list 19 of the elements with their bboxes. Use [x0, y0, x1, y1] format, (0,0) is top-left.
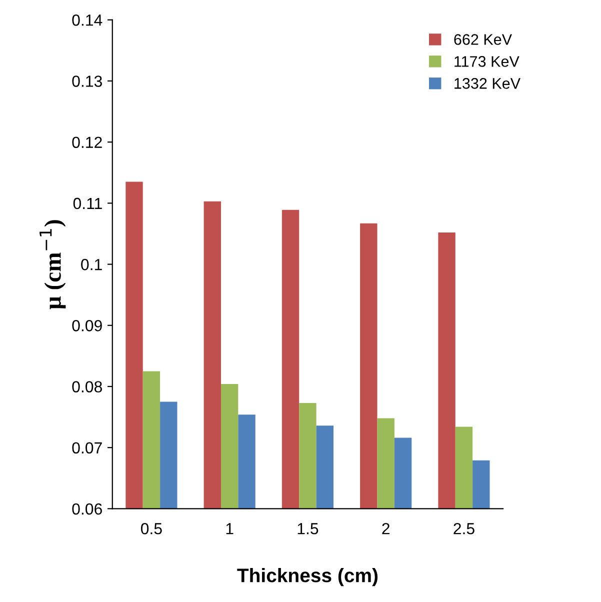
y-tick-label: 0.08 [72, 381, 102, 392]
x-axis-title: Thickness (cm) [237, 568, 378, 586]
x-tick-label: 1 [226, 523, 234, 534]
x-tick-label: 1.5 [298, 523, 318, 534]
legend-label: 1332 KeV [454, 78, 520, 89]
y-tick-label: 0.14 [72, 14, 102, 26]
y-tick-label: 0.09 [72, 320, 102, 332]
x-tick-label: 2 [382, 523, 390, 534]
y-tick-label: 0.12 [72, 136, 102, 148]
y-tick-label: 0.13 [72, 76, 102, 87]
x-tick-label: 0.5 [140, 523, 162, 534]
y-tick-label: 0.1 [81, 258, 102, 270]
x-tick-label: 2.5 [454, 523, 474, 534]
y-tick-label: 0.07 [72, 442, 102, 454]
legend-label: 662 KeV [454, 34, 512, 45]
y-tick-label: 0.06 [72, 503, 102, 515]
y-axis-title: μ (cm$^{−1}$) [40, 220, 66, 310]
legend-label: 1173 KeV [454, 56, 520, 67]
y-tick-label: 0.11 [73, 198, 102, 210]
